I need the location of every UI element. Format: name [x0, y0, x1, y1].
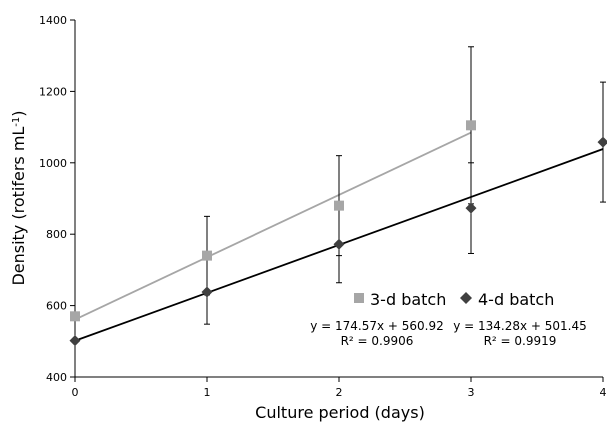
point-3-d-batch-3: [466, 120, 476, 131]
legend-label-3d-batch: 3-d batch: [370, 290, 446, 309]
y-tick-label-1: 600: [46, 300, 67, 313]
equation-4d-batch: y = 134.28x + 501.45: [453, 319, 587, 333]
point-4-d-batch-0: [69, 335, 81, 347]
y-tick-label-5: 1400: [39, 14, 67, 27]
legend-label-4d-batch: 4-d batch: [478, 290, 554, 309]
y-ticks: 400 600 800 1000 1200 1400: [39, 14, 75, 384]
y-axis-title-main: Density (rotifers mL: [9, 127, 28, 286]
x-ticks: 0 1 2 3 4: [72, 377, 607, 399]
y-tick-label-2: 800: [46, 228, 67, 241]
point-4-d-batch-1: [201, 286, 213, 298]
x-tick-label-4: 4: [600, 386, 607, 399]
y-axis-title-sup: -1: [11, 117, 22, 127]
data-points: [69, 120, 607, 347]
y-axis-title: Density (rotifers mL-1): [9, 110, 28, 285]
point-4-d-batch-2: [333, 238, 345, 250]
point-3-d-batch-2: [334, 200, 344, 211]
legend-marker-3d-batch: [354, 293, 364, 303]
y-tick-label-3: 1000: [39, 157, 67, 170]
x-tick-label-3: 3: [468, 386, 475, 399]
x-tick-label-0: 0: [72, 386, 79, 399]
legend-marker-4d-batch: [460, 292, 472, 304]
r2-3d-batch: R² = 0.9906: [341, 334, 414, 348]
x-tick-label-2: 2: [336, 386, 343, 399]
trendline-3-d-batch: [74, 131, 472, 321]
point-3-d-batch-0: [70, 311, 80, 322]
legend: 3-d batch 4-d batch: [354, 290, 554, 309]
y-tick-label-4: 1200: [39, 85, 67, 98]
trendline-equations: y = 174.57x + 560.92 R² = 0.9906 y = 134…: [310, 319, 587, 348]
r2-4d-batch: R² = 0.9919: [484, 334, 557, 348]
y-tick-label-0: 400: [46, 371, 67, 384]
y-axis-title-close: ): [9, 110, 28, 116]
x-tick-label-1: 1: [204, 386, 211, 399]
point-4-d-batch-3: [465, 202, 477, 214]
equation-3d-batch: y = 174.57x + 560.92: [310, 319, 444, 333]
point-3-d-batch-1: [202, 250, 212, 261]
point-4-d-batch-4: [597, 136, 607, 148]
x-axis-title: Culture period (days): [255, 403, 425, 422]
error-bars: [204, 46, 606, 325]
